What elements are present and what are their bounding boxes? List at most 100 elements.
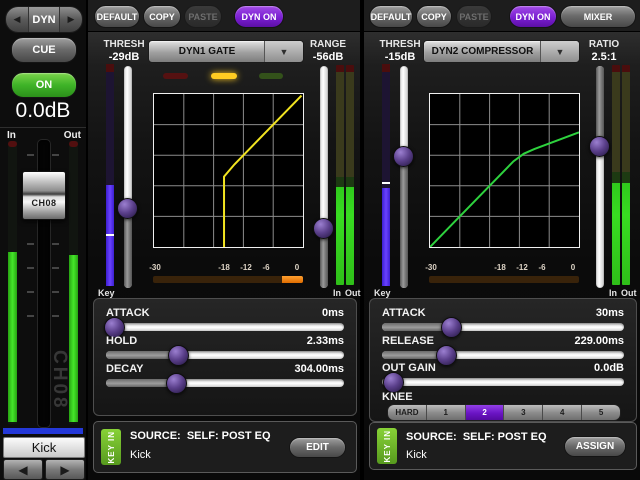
out-meter-label: Out xyxy=(621,288,637,298)
knee-option-3[interactable]: 3 xyxy=(503,405,543,420)
dyn1-threshold-slider[interactable] xyxy=(124,66,132,288)
dyn1-keyin-panel: KEY IN SOURCE: SELF: POST EQ Kick EDIT xyxy=(93,421,357,473)
param-value: 304.00ms xyxy=(294,363,344,375)
dyn2-paste-button[interactable]: PASTE xyxy=(456,5,492,28)
dyn2-threshold-knob[interactable] xyxy=(393,146,414,167)
selector-prev-button[interactable]: ◀ xyxy=(6,7,28,32)
thresh-label: THRESH xyxy=(379,39,421,50)
knee-option-hard[interactable]: HARD xyxy=(388,405,426,420)
fader-tick xyxy=(52,291,59,293)
key-meter-label: Key xyxy=(374,288,391,298)
dyn1-edit-button[interactable]: EDIT xyxy=(289,437,346,458)
dyn1-attack-knob[interactable] xyxy=(104,317,126,338)
scale-tick: -18 xyxy=(218,263,230,272)
peak-led xyxy=(382,64,390,72)
dyn2-default-button[interactable]: DEFAULT xyxy=(369,5,413,28)
keyin-source-name: Kick xyxy=(130,449,151,461)
knee-option-1[interactable]: 1 xyxy=(425,405,465,420)
param-label: ATTACK xyxy=(106,307,150,319)
next-channel-button[interactable]: ▶ xyxy=(45,459,85,480)
dyn1-default-button[interactable]: DEFAULT xyxy=(94,5,140,28)
knee-option-5[interactable]: 5 xyxy=(581,405,620,420)
channel-fader[interactable]: CH08 xyxy=(22,171,66,220)
in-meter-label: In xyxy=(609,288,617,298)
param-label: OUT GAIN xyxy=(382,362,436,374)
dyn2-ratio-knob[interactable] xyxy=(589,136,610,157)
dyn1-paste-button[interactable]: PASTE xyxy=(184,5,222,28)
param-label: HOLD xyxy=(106,335,138,347)
dyn1-decay-slider[interactable] xyxy=(106,373,344,394)
dyn2-ratio-readout: RATIO 2.5:1 xyxy=(576,38,632,64)
dyn1-range-knob[interactable] xyxy=(313,218,334,239)
prev-channel-button[interactable]: ◀ xyxy=(3,459,43,480)
fader-tick xyxy=(27,291,34,293)
dyn1-range-slider[interactable] xyxy=(320,66,328,288)
dyn1-param-panel: ATTACK 0ms HOLD 2.33ms DECAY 304.00ms xyxy=(93,298,357,416)
processing-selector: ◀ DYN ▶ xyxy=(5,6,83,33)
dyn2-on-button[interactable]: DYN ON xyxy=(509,5,557,28)
ratio-label: RATIO xyxy=(588,39,620,50)
meter-fill xyxy=(69,255,78,422)
dyn1-thresh-readout: THRESH -29dB xyxy=(96,38,152,64)
dyn2-outgain-slider[interactable] xyxy=(382,372,624,393)
input-level-meter xyxy=(8,141,17,424)
peak-led xyxy=(106,64,114,72)
dyn2-ratio-slider[interactable] xyxy=(596,66,604,288)
param-label: RELEASE xyxy=(382,335,434,347)
dyn1-panel: THRESH -29dB DYN1 GATE ▼ RANGE -56dB xyxy=(88,32,361,480)
channel-id-watermark: CH08 xyxy=(49,350,70,411)
dyn1-decay-knob[interactable] xyxy=(166,373,188,394)
knee-option-4[interactable]: 4 xyxy=(542,405,582,420)
divider xyxy=(0,127,86,128)
fader-cap-label: CH08 xyxy=(31,198,57,208)
dyn2-assign-button[interactable]: ASSIGN xyxy=(564,436,626,457)
fader-value: 0.0dB xyxy=(15,99,71,122)
dyn2-in-meter xyxy=(612,65,620,285)
meter-in-label: In xyxy=(7,130,16,141)
dyn2-keyin-tab[interactable]: KEY IN xyxy=(377,428,397,464)
dyn2-copy-button[interactable]: COPY xyxy=(416,5,452,28)
dyn1-attack-slider[interactable] xyxy=(104,317,344,338)
scale-tick: -30 xyxy=(149,263,161,272)
gate-yellow-led xyxy=(211,73,237,79)
knee-option-2[interactable]: 2 xyxy=(464,405,504,420)
keyin-source-text: SOURCE: SELF: POST EQ xyxy=(130,430,271,442)
param-value: 0ms xyxy=(321,307,344,319)
dyn2-key-meter xyxy=(382,64,390,286)
key-meter-label: Key xyxy=(98,288,115,298)
meter-fill xyxy=(382,188,390,286)
dyn1-type-dropdown[interactable]: DYN1 GATE ▼ xyxy=(148,40,304,63)
on-button[interactable]: ON xyxy=(11,72,77,98)
dyn2-type-dropdown[interactable]: DYN2 COMPRESSOR ▼ xyxy=(423,40,580,63)
dyn1-hold-slider[interactable] xyxy=(106,345,344,366)
keyin-tab-label: KEY IN xyxy=(382,429,392,463)
dyn2-release-slider[interactable] xyxy=(382,345,624,366)
dyn2-outgain-knob[interactable] xyxy=(382,372,404,393)
param-value: 2.33ms xyxy=(306,335,344,347)
left-arrow-icon: ◀ xyxy=(13,14,21,24)
dyn1-threshold-knob[interactable] xyxy=(117,198,138,219)
cue-button[interactable]: CUE xyxy=(11,37,77,63)
dyn2-attack-knob[interactable] xyxy=(440,317,462,338)
dyn2-threshold-slider[interactable] xyxy=(400,66,408,288)
mixer-button[interactable]: MIXER xyxy=(560,5,636,28)
dropdown-arrow-icon: ▼ xyxy=(540,41,579,62)
selector-label: DYN xyxy=(28,7,60,32)
gate-transfer-graph xyxy=(153,93,304,248)
dyn1-keyin-tab[interactable]: KEY IN xyxy=(101,429,121,465)
scale-tick: -30 xyxy=(425,263,437,272)
dyn1-on-button[interactable]: DYN ON xyxy=(234,5,284,28)
range-label: RANGE xyxy=(309,39,347,50)
scale-tick: -6 xyxy=(262,263,270,272)
dyn2-toolbar: DEFAULT COPY PASTE DYN ON MIXER xyxy=(364,0,640,32)
scale-tick: -12 xyxy=(516,263,528,272)
dyn2-attack-slider[interactable] xyxy=(382,317,624,338)
peak-led xyxy=(8,141,17,147)
dyn1-hold-knob[interactable] xyxy=(168,345,190,366)
dyn1-out-meter xyxy=(346,65,354,285)
fader-tick xyxy=(27,154,34,156)
dyn2-release-knob[interactable] xyxy=(435,345,457,366)
dyn1-copy-button[interactable]: COPY xyxy=(143,5,181,28)
selector-next-button[interactable]: ▶ xyxy=(60,7,82,32)
left-arrow-icon: ◀ xyxy=(18,462,28,477)
